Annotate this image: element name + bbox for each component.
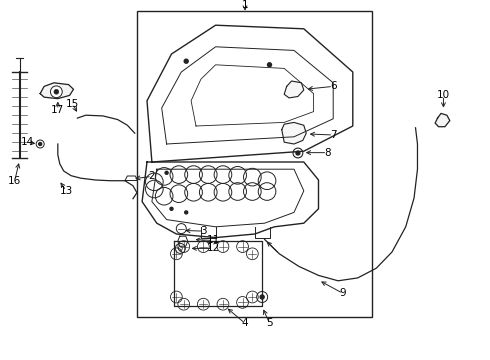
Text: 13: 13	[59, 186, 73, 196]
Text: 7: 7	[330, 130, 337, 140]
Circle shape	[268, 63, 271, 67]
Text: 1: 1	[242, 0, 248, 10]
Text: 8: 8	[324, 148, 331, 158]
Text: 10: 10	[437, 90, 450, 100]
Circle shape	[170, 207, 173, 210]
Text: 5: 5	[266, 318, 273, 328]
Text: 17: 17	[51, 105, 65, 115]
Bar	[137, 11, 372, 317]
Polygon shape	[282, 122, 306, 144]
Text: 3: 3	[200, 226, 207, 236]
Text: 4: 4	[242, 318, 248, 328]
Text: 12: 12	[206, 243, 220, 253]
Text: 6: 6	[330, 81, 337, 91]
Polygon shape	[40, 83, 74, 99]
Circle shape	[296, 151, 300, 155]
Circle shape	[184, 59, 188, 63]
Polygon shape	[284, 81, 304, 98]
Text: 9: 9	[340, 288, 346, 298]
Circle shape	[185, 211, 188, 214]
Text: 11: 11	[206, 235, 220, 246]
Polygon shape	[435, 113, 450, 127]
Text: 2: 2	[148, 171, 155, 181]
Text: 16: 16	[8, 176, 22, 186]
Circle shape	[54, 89, 59, 94]
Circle shape	[50, 86, 62, 98]
Circle shape	[165, 171, 168, 174]
Text: 15: 15	[66, 99, 79, 109]
Text: 14: 14	[20, 137, 34, 147]
Circle shape	[260, 295, 264, 299]
Circle shape	[39, 143, 42, 145]
